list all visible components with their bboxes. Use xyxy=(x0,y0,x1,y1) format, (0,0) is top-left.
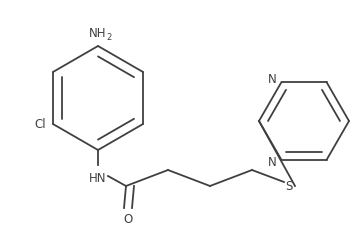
Text: 2: 2 xyxy=(106,33,112,42)
Text: S: S xyxy=(285,180,293,193)
Text: N: N xyxy=(268,72,277,85)
Text: O: O xyxy=(123,213,132,226)
Text: N: N xyxy=(268,156,277,169)
Text: NH: NH xyxy=(89,27,107,40)
Text: Cl: Cl xyxy=(34,118,46,131)
Text: HN: HN xyxy=(89,172,107,185)
